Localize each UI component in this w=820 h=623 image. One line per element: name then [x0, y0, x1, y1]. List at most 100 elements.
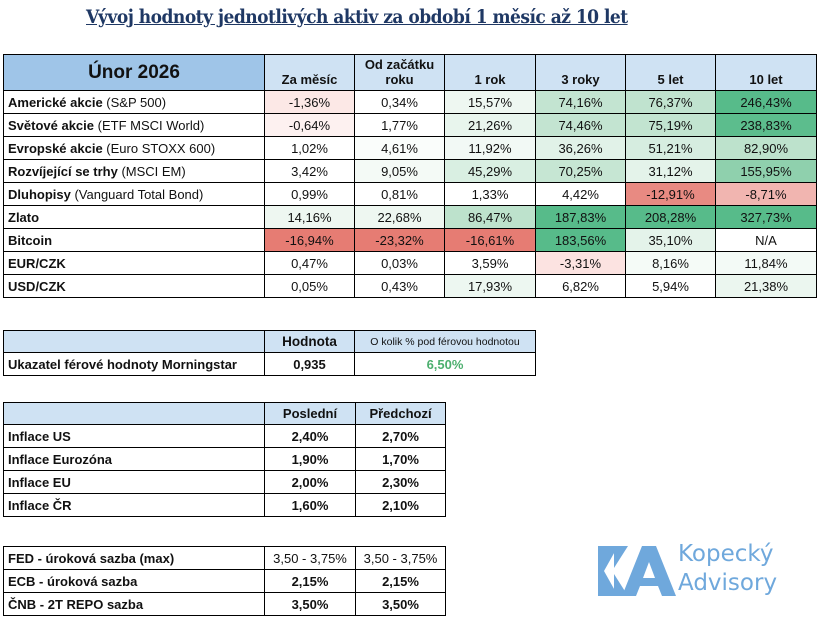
asset-label: Rozvíjející se trhy (MSCI EM)	[3, 159, 265, 183]
return-cell: 45,29%	[444, 159, 536, 183]
morningstar-col-below: O kolik % pod férovou hodnotou	[354, 330, 536, 353]
col-header-ytd-line2: roku	[385, 72, 414, 87]
return-cell: 74,46%	[535, 113, 626, 137]
morningstar-value: 0,935	[264, 352, 355, 376]
inflation-row: Inflace US 2,40% 2,70%	[3, 424, 446, 448]
return-cell: 74,16%	[535, 90, 626, 114]
asset-label: Americké akcie (S&P 500)	[3, 90, 265, 114]
return-cell: 21,38%	[715, 274, 817, 298]
asset-label: Zlato	[3, 205, 265, 229]
col-header-ytd-line1: Od začátku	[364, 57, 435, 72]
return-cell: 14,16%	[264, 205, 355, 229]
return-cell: 8,16%	[625, 251, 716, 275]
asset-label: USD/CZK	[3, 274, 265, 298]
morningstar-header-blank	[3, 330, 265, 353]
asset-benchmark: (ETF MSCI World)	[94, 117, 205, 133]
returns-row: Dluhopisy (Vanguard Total Bond) 0,99% 0,81…	[3, 182, 817, 206]
col-header-5y: 5 let	[625, 54, 716, 91]
returns-table: Únor 2026 Za měsíc Od začátku roku 1 rok …	[3, 54, 817, 298]
return-cell: 238,83%	[715, 113, 817, 137]
inflation-header-row: Poslední Předchozí	[3, 402, 446, 425]
return-cell: 82,90%	[715, 136, 817, 160]
return-cell: 0,43%	[354, 274, 445, 298]
rate-prev: 3,50 - 3,75%	[355, 546, 446, 570]
logo-line2: Advisory	[678, 570, 778, 596]
asset-name: Zlato	[8, 209, 40, 225]
asset-benchmark: (MSCI EM)	[117, 163, 186, 179]
returns-header-row: Únor 2026 Za měsíc Od začátku roku 1 rok …	[3, 54, 817, 91]
return-cell: 1,77%	[354, 113, 445, 137]
return-cell: -16,94%	[264, 228, 355, 252]
return-cell: 4,42%	[535, 182, 626, 206]
return-cell: -8,71%	[715, 182, 817, 206]
return-cell: 187,83%	[535, 205, 626, 229]
page-title: Vývoj hodnoty jednotlivých aktiv za obdo…	[86, 6, 628, 28]
return-cell: 0,81%	[354, 182, 445, 206]
inflation-row: Inflace ČR 1,60% 2,10%	[3, 493, 446, 517]
return-cell: 0,99%	[264, 182, 355, 206]
returns-row: EUR/CZK 0,47% 0,03% 3,59% -3,31% 8,16% 11,84%	[3, 251, 817, 275]
return-cell: -0,64%	[264, 113, 355, 137]
logo-line1: Kopecký	[678, 541, 774, 567]
rate-row: FED - úroková sazba (max) 3,50 - 3,75% 3,5…	[3, 546, 446, 570]
asset-label: EUR/CZK	[3, 251, 265, 275]
inflation-last: 1,90%	[264, 447, 356, 471]
asset-benchmark: (S&P 500)	[102, 94, 167, 110]
return-cell: 155,95%	[715, 159, 817, 183]
return-cell: 86,47%	[444, 205, 536, 229]
morningstar-header-row: Hodnota O kolik % pod férovou hodnotou	[3, 330, 536, 353]
asset-name: Evropské akcie	[8, 140, 103, 156]
return-cell: 1,33%	[444, 182, 536, 206]
return-cell: 0,34%	[354, 90, 445, 114]
returns-row: Evropské akcie (Euro STOXX 600) 1,02% 4,61…	[3, 136, 817, 160]
return-cell: -3,31%	[535, 251, 626, 275]
rate-label: FED - úroková sazba (max)	[3, 546, 265, 570]
inflation-col-prev: Předchozí	[355, 402, 446, 425]
return-cell: 6,82%	[535, 274, 626, 298]
col-header-3y: 3 roky	[535, 54, 626, 91]
inflation-header-blank	[3, 402, 265, 425]
return-cell: 21,26%	[444, 113, 536, 137]
return-cell: 15,57%	[444, 90, 536, 114]
return-cell: 183,56%	[535, 228, 626, 252]
asset-benchmark: (Euro STOXX 600)	[102, 140, 216, 156]
return-cell: 1,02%	[264, 136, 355, 160]
return-cell: 4,61%	[354, 136, 445, 160]
inflation-label: Inflace US	[3, 424, 265, 448]
inflation-prev: 1,70%	[355, 447, 446, 471]
return-cell: 3,59%	[444, 251, 536, 275]
return-cell: 246,43%	[715, 90, 817, 114]
asset-label: Světové akcie (ETF MSCI World)	[3, 113, 265, 137]
returns-row: Světové akcie (ETF MSCI World) -0,64% 1,77…	[3, 113, 817, 137]
returns-row: Zlato 14,16% 22,68% 86,47% 187,83% 208,28% 327…	[3, 205, 817, 229]
returns-row: Bitcoin -16,94% -23,32% -16,61% 183,56% 35,10…	[3, 228, 817, 252]
inflation-label: Inflace Eurozóna	[3, 447, 265, 471]
return-cell: -1,36%	[264, 90, 355, 114]
return-cell: 76,37%	[625, 90, 716, 114]
return-cell: 31,12%	[625, 159, 716, 183]
returns-row: USD/CZK 0,05% 0,43% 17,93% 6,82% 5,94% 21,38%	[3, 274, 817, 298]
inflation-prev: 2,10%	[355, 493, 446, 517]
morningstar-below: 6,50%	[354, 352, 536, 376]
kopecky-advisory-logo: Kopecký Advisory	[598, 540, 808, 602]
return-cell: 22,68%	[354, 205, 445, 229]
morningstar-row: Ukazatel férové hodnoty Morningstar 0,93…	[3, 352, 536, 376]
logo-text: Kopecký Advisory	[678, 540, 777, 598]
rate-last: 3,50%	[264, 592, 356, 616]
asset-name: Americké akcie	[8, 94, 103, 110]
asset-name: Světové akcie	[8, 117, 95, 133]
inflation-label: Inflace ČR	[3, 493, 265, 517]
return-cell: -23,32%	[354, 228, 445, 252]
rate-label: ČNB - 2T REPO sazba	[3, 592, 265, 616]
return-cell: 0,03%	[354, 251, 445, 275]
rate-last: 3,50 - 3,75%	[264, 546, 356, 570]
asset-name: USD/CZK	[8, 278, 66, 294]
return-cell: 35,10%	[625, 228, 716, 252]
asset-label: Evropské akcie (Euro STOXX 600)	[3, 136, 265, 160]
rate-row: ČNB - 2T REPO sazba 3,50% 3,50%	[3, 592, 446, 616]
return-cell: N/A	[715, 228, 817, 252]
inflation-row: Inflace EU 2,00% 2,30%	[3, 470, 446, 494]
morningstar-table: Hodnota O kolik % pod férovou hodnotou U…	[3, 330, 536, 376]
return-cell: 36,26%	[535, 136, 626, 160]
inflation-last: 2,40%	[264, 424, 356, 448]
